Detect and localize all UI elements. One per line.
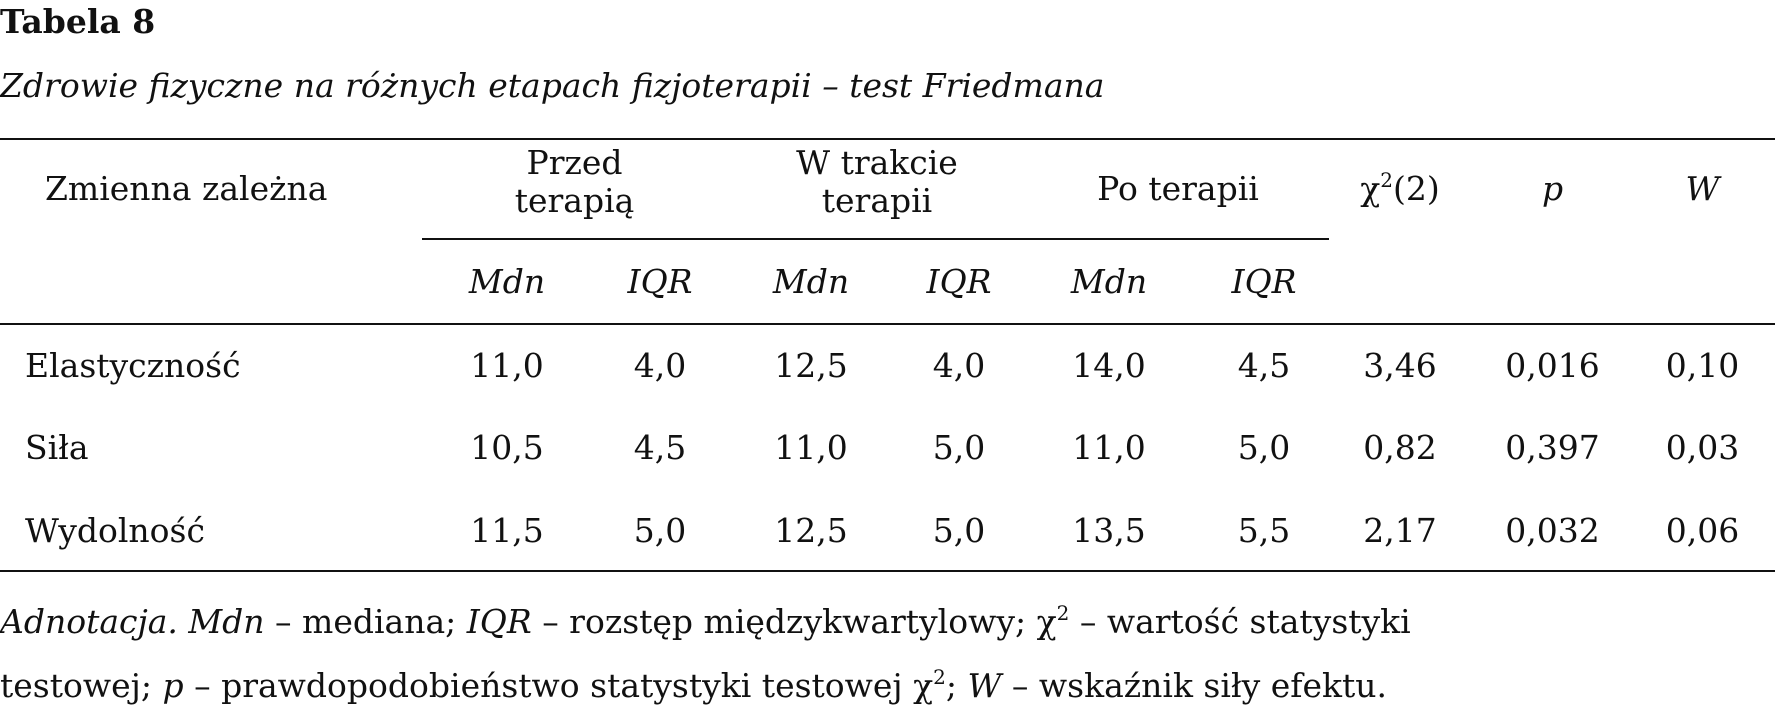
header-group-during-line2: terapii	[821, 181, 933, 220]
cell: 5,5	[1237, 511, 1291, 550]
cell: 5,0	[932, 428, 986, 467]
group-rule-during	[727, 238, 1027, 240]
header-rule	[0, 323, 1775, 325]
cell: 0,03	[1665, 428, 1740, 467]
header-group-before-line2: terapią	[514, 181, 635, 220]
subheader-mdn-before: Mdn	[468, 262, 546, 301]
cell: 14,0	[1072, 346, 1146, 385]
cell: 0,10	[1665, 346, 1740, 385]
note-w: W	[967, 666, 1002, 705]
note-line2-start: testowej;	[0, 666, 163, 705]
group-rule-before	[422, 238, 727, 240]
cell: 13,5	[1072, 511, 1146, 550]
table-caption: Zdrowie fizyczne na różnych etapach fizj…	[0, 66, 1105, 105]
note-chi-sup: 2	[1056, 601, 1070, 625]
header-chi-sup: 2	[1380, 168, 1393, 192]
table-label: Tabela 8	[0, 2, 156, 41]
header-group-after: Po terapii	[1027, 170, 1329, 208]
top-rule	[0, 138, 1775, 140]
row-label: Elastyczność	[25, 346, 241, 385]
header-group-during: W trakcie terapii	[727, 144, 1027, 220]
row-label: Wydolność	[25, 511, 205, 550]
header-chi-df: (2)	[1392, 169, 1440, 208]
note-label: Adnotacja.	[0, 602, 178, 641]
cell: 11,0	[774, 428, 848, 467]
cell: 5,0	[1237, 428, 1291, 467]
subheader-iqr-after: IQR	[1231, 262, 1297, 301]
subheader-mdn-during: Mdn	[772, 262, 850, 301]
cell: 2,17	[1363, 511, 1437, 550]
cell: 0,06	[1665, 511, 1740, 550]
cell: 4,0	[633, 346, 687, 385]
cell: 12,5	[774, 346, 848, 385]
note-chi-def: – wartość statystyki	[1069, 602, 1411, 641]
note-line-1: Adnotacja. Mdn – mediana; IQR – rozstęp …	[0, 602, 1411, 641]
header-group-after-line1: Po terapii	[1097, 169, 1259, 208]
note-p: p	[162, 666, 184, 705]
header-w: W	[1685, 169, 1720, 208]
note-sep: ;	[945, 666, 968, 705]
note-w-def: – wskaźnik siły efektu.	[1001, 666, 1388, 705]
note-chi2-sup: 2	[933, 665, 946, 689]
header-variable: Zmienna zależna	[45, 169, 328, 208]
group-rule-after	[1027, 238, 1329, 240]
note-chi: χ	[1036, 602, 1057, 641]
cell: 12,5	[774, 511, 848, 550]
note-iqr: IQR	[466, 602, 532, 641]
cell: 0,82	[1363, 428, 1437, 467]
note-mdn: Mdn	[188, 602, 265, 641]
cell: 4,0	[932, 346, 986, 385]
cell: 4,5	[633, 428, 687, 467]
note-chi2: χ	[913, 666, 934, 705]
cell: 5,0	[932, 511, 986, 550]
note-p-def: – prawdopodobieństwo statystyki testowej	[183, 666, 914, 705]
cell: 10,5	[470, 428, 544, 467]
header-group-before-line1: Przed	[526, 143, 623, 182]
header-chi-square: χ2(2)	[1330, 170, 1470, 208]
subheader-mdn-after: Mdn	[1070, 262, 1148, 301]
note-mdn-def: – mediana;	[264, 602, 467, 641]
bottom-rule	[0, 570, 1775, 572]
cell: 5,0	[633, 511, 687, 550]
header-p: p	[1541, 169, 1564, 208]
header-chi-symbol: χ	[1360, 169, 1381, 208]
cell: 3,46	[1363, 346, 1437, 385]
row-label: Siła	[25, 428, 89, 467]
cell: 0,032	[1505, 511, 1600, 550]
subheader-iqr-before: IQR	[627, 262, 693, 301]
subheader-iqr-during: IQR	[926, 262, 992, 301]
cell: 11,0	[470, 346, 544, 385]
header-group-before: Przed terapią	[422, 144, 727, 220]
cell: 0,397	[1505, 428, 1600, 467]
cell: 11,5	[470, 511, 544, 550]
cell: 4,5	[1237, 346, 1291, 385]
header-group-during-line1: W trakcie	[796, 143, 958, 182]
note-iqr-def: – rozstęp międzykwartylowy;	[531, 602, 1037, 641]
cell: 11,0	[1072, 428, 1146, 467]
note-line-2: testowej; p – prawdopodobieństwo statyst…	[0, 666, 1387, 705]
cell: 0,016	[1505, 346, 1600, 385]
